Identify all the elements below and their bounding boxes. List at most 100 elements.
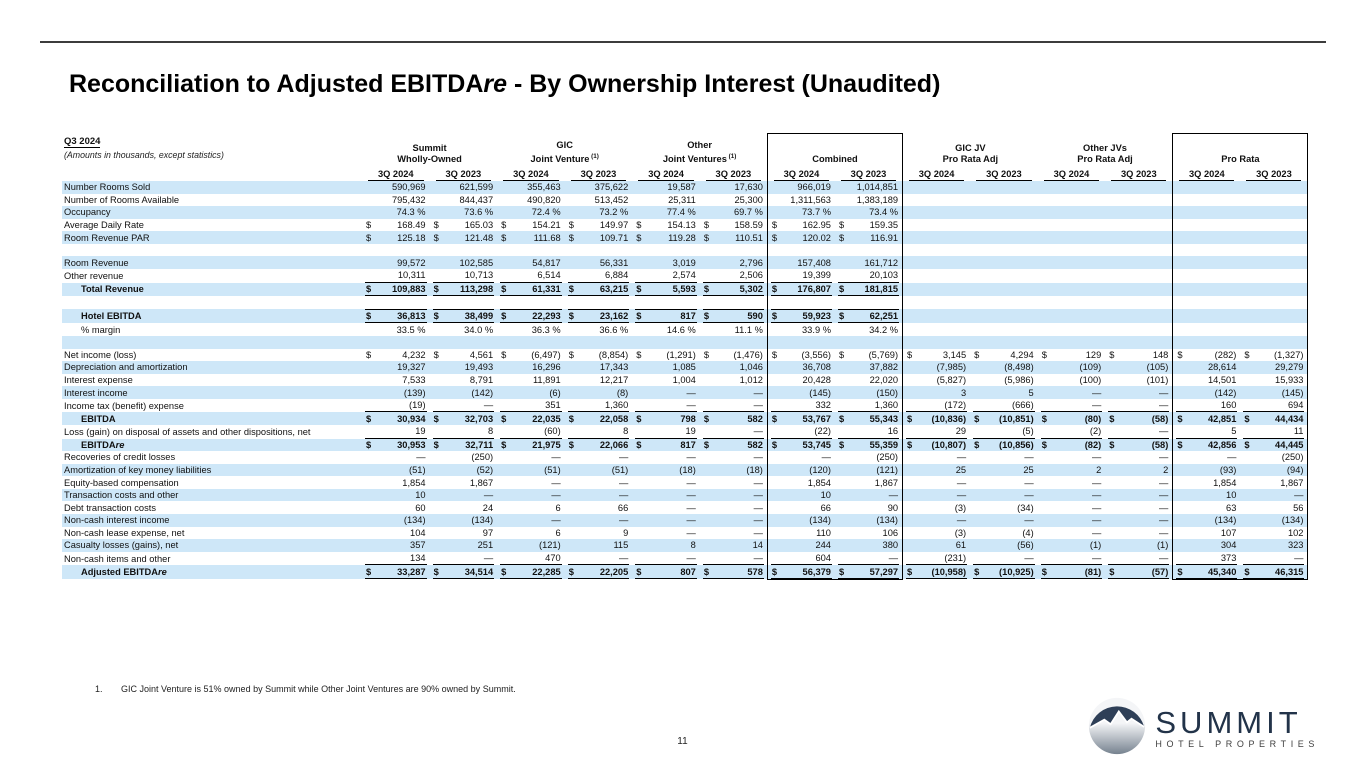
currency-symbol: $ [1244,413,1250,424]
value-cell: — [970,451,1038,464]
period-label-text: 3Q 2024 [773,169,829,181]
cell-value: 244 [771,539,832,552]
row-label: Number Rooms Sold [62,181,362,194]
cell-value: 110 [771,527,832,540]
value-cell: — [1105,425,1173,439]
value-cell: 29,279 [1240,361,1309,374]
cell-value: 25 [906,464,967,477]
value-cell: $154.21 [497,219,565,232]
amount: — [1091,477,1102,488]
cell-value: 6,884 [567,269,630,283]
amount: 34.0 % [464,324,494,335]
cell-value [1176,270,1237,283]
amount: (172) [944,400,967,411]
amount: — [956,452,967,463]
cell-value [906,244,967,257]
group-header: Other JVs Pro Rata Adj [1038,134,1173,168]
value-cell: $181,815 [834,282,904,297]
value-cell [1105,282,1173,297]
value-cell: $162.95 [766,218,835,232]
value-cell: $44,434 [1240,412,1309,425]
value-cell: — [1038,501,1106,514]
cell-value: (134) [771,514,832,527]
cell-value: 7,533 [365,374,427,387]
cell-value: 11,891 [500,374,562,387]
amount: 134 [410,553,426,564]
amount: 181,815 [864,283,899,294]
cell-value: 2,574 [635,269,697,283]
cell-value: 11.1 % [703,323,764,336]
value-cell: 694 [1240,398,1309,413]
amount: (6,497) [531,349,561,360]
currency-symbol: $ [703,283,709,294]
period-label: 3Q 2023 [700,167,768,181]
mountain-icon [1088,697,1146,760]
value-cell: 1,854 [362,476,430,489]
value-cell [565,296,633,309]
group-header: Summit Wholly-Owned [362,134,497,168]
value-cell [1240,181,1309,194]
row-label: Total Revenue [62,282,362,297]
value-cell: — [565,476,633,489]
cell-value: 29,279 [1243,361,1304,374]
cell-value: $44,445 [1243,439,1304,452]
amount: 1,854 [807,477,831,488]
value-cell [1240,206,1309,219]
cell-value: $817 [635,439,697,452]
value-cell: 16,296 [497,361,565,374]
cell-value: 161,712 [838,256,899,269]
cell-value: 966,019 [771,181,832,194]
value-cell: $ (1,476) [700,349,768,362]
group-header: GIC JV Pro Rata Adj [903,134,1038,168]
amount: 19,327 [397,362,426,373]
value-cell: $125.18 [362,231,430,244]
value-cell: — [700,552,768,566]
value-cell: 1,004 [632,374,700,387]
cell-value: (3) [906,527,967,540]
cell-value: — [906,489,967,502]
amount: — [1294,553,1304,564]
cell-value: — [1041,451,1103,464]
value-cell [766,335,835,349]
value-cell [362,244,430,257]
cell-value: — [702,425,764,439]
value-cell [1172,256,1241,270]
value-cell: 332 [766,398,835,413]
value-cell [970,323,1038,336]
cell-value: 351 [500,399,562,413]
amount: 102 [1287,527,1304,538]
cell-value: 56 [1243,501,1304,514]
amount: (142) [471,387,494,398]
cell-value: 6 [500,527,562,540]
amount: — [1024,490,1034,501]
value-cell: $22,035 [497,412,565,425]
amount: 795,432 [391,194,426,205]
value-cell: $61,331 [497,282,565,297]
cell-value: — [433,489,495,502]
period-label-text: 3Q 2024 [638,169,694,181]
value-cell: — [970,476,1038,489]
cell-value: $113,298 [432,283,495,297]
amount: 19 [685,426,696,437]
value-cell: $ (10,856) [970,438,1038,452]
cell-value: (93) [1176,464,1237,477]
amount: — [1091,515,1102,526]
cell-value: 160 [1176,399,1238,413]
value-cell: — [1038,476,1106,489]
amount: 6 [555,502,561,513]
value-cell [834,243,904,257]
amount: 157,408 [797,257,831,268]
value-cell: 8 [632,539,700,552]
value-cell: (250) [430,451,498,464]
amount: (19) [409,400,426,411]
table-row: Average Daily Rate $168.49 $165.03 $154.21 $… [62,218,1309,232]
value-cell [903,323,971,336]
amount: 582 [747,439,763,450]
amount: 4,294 [1010,349,1034,360]
amount: 8,791 [469,374,494,385]
value-cell: — [632,386,700,399]
cell-value: $125.18 [365,231,427,244]
value-cell [970,335,1038,349]
value-cell: 19,587 [632,181,700,194]
amount: (22) [814,426,831,437]
